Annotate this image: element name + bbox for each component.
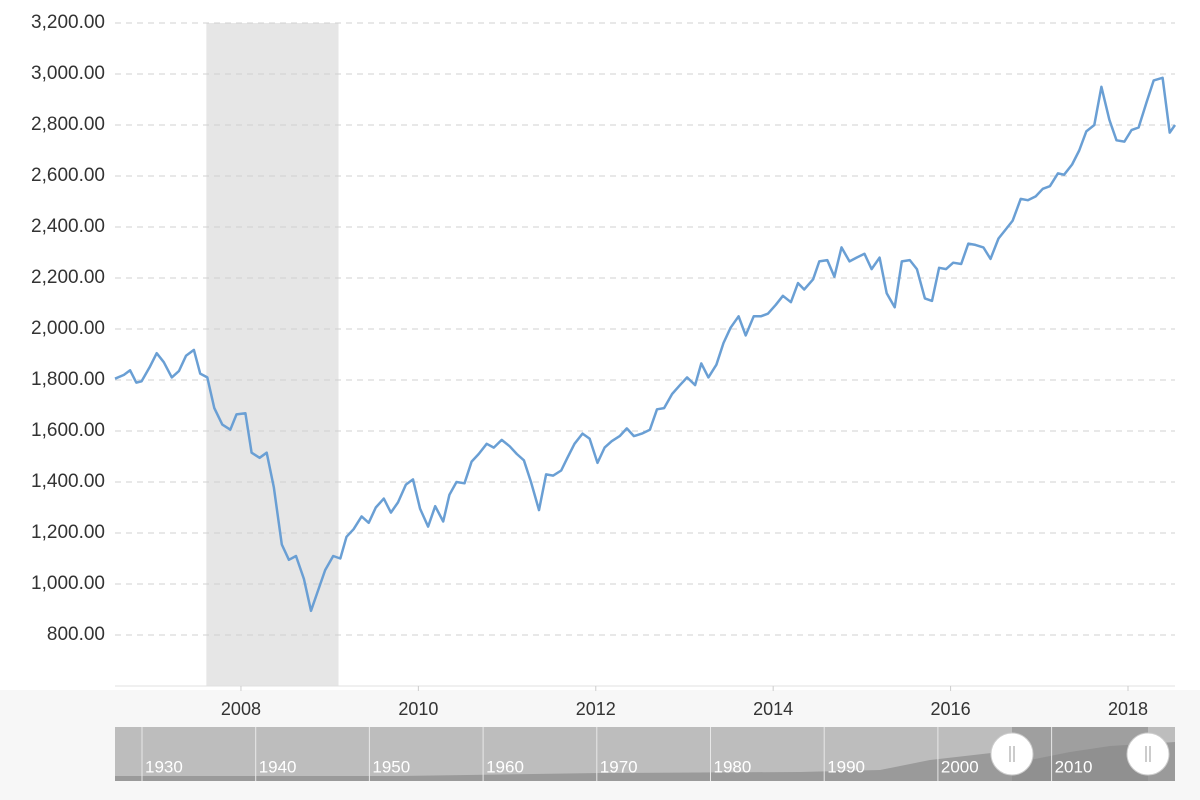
navigator-label: 2000: [941, 757, 979, 776]
navigator-label: 1970: [600, 757, 638, 776]
x-tick-label: 2016: [931, 699, 971, 719]
x-tick-label: 2008: [221, 699, 261, 719]
shaded-range: [206, 23, 339, 686]
x-tick-label: 2018: [1108, 699, 1148, 719]
y-tick-label: 1,400.00: [31, 471, 105, 492]
y-tick-label: 800.00: [47, 624, 105, 645]
line-series: [114, 76, 1177, 613]
y-tick-label: 1,800.00: [31, 369, 105, 390]
y-tick-label: 2,000.00: [31, 318, 105, 339]
navigator-label: 1990: [827, 757, 865, 776]
y-tick-label: 1,600.00: [31, 420, 105, 441]
navigator-label: 2010: [1055, 757, 1093, 776]
navigator-area: [115, 742, 1175, 781]
navigator-label: 1980: [714, 757, 752, 776]
navigator-label: 1950: [372, 757, 410, 776]
navigator-label: 1960: [486, 757, 524, 776]
y-tick-label: 2,200.00: [31, 267, 105, 288]
navigator-handle[interactable]: [990, 732, 1034, 776]
x-tick-label: 2014: [753, 699, 793, 719]
y-tick-label: 1,000.00: [31, 573, 105, 594]
y-tick-label: 2,400.00: [31, 216, 105, 237]
navigator-handle[interactable]: [1126, 732, 1170, 776]
y-tick-label: 2,800.00: [31, 114, 105, 135]
y-tick-label: 3,000.00: [31, 63, 105, 84]
x-tick-label: 2010: [398, 699, 438, 719]
y-tick-label: 2,600.00: [31, 165, 105, 186]
navigator[interactable]: 1930 1940 1950 1960 1970 1980 1990 2000 2010: [115, 727, 1175, 781]
navigator-label: 1930: [145, 757, 183, 776]
navigator-selection: [1012, 727, 1148, 781]
x-tick-label: 2012: [576, 699, 616, 719]
navigator-label: 1940: [259, 757, 297, 776]
y-tick-label: 1,200.00: [31, 522, 105, 543]
y-tick-label: 3,200.00: [31, 12, 105, 33]
